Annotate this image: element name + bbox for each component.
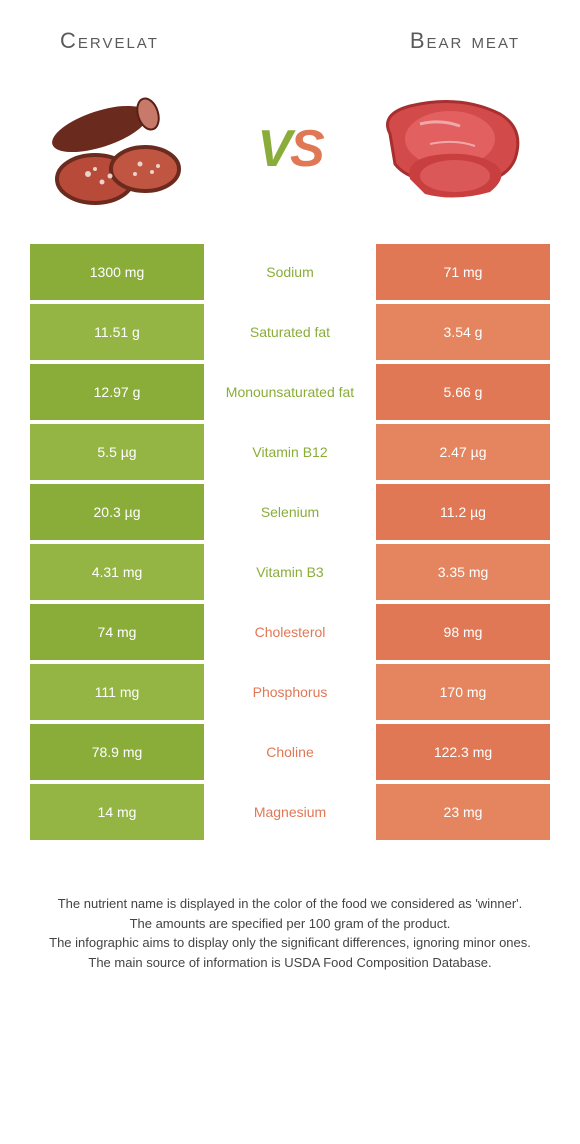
cell-right-value: 5.66 g xyxy=(376,364,550,420)
table-row: 4.31 mgVitamin B33.35 mg xyxy=(30,544,550,600)
table-row: 78.9 mgCholine122.3 mg xyxy=(30,724,550,780)
footer-line: The infographic aims to display only the… xyxy=(30,933,550,953)
title-left: Cervelat xyxy=(60,28,159,54)
cell-nutrient-name: Magnesium xyxy=(204,784,376,840)
cervelat-image xyxy=(40,84,220,214)
nutrient-table: 1300 mgSodium71 mg11.51 gSaturated fat3.… xyxy=(30,244,550,840)
cell-right-value: 11.2 µg xyxy=(376,484,550,540)
cell-left-value: 78.9 mg xyxy=(30,724,204,780)
cell-nutrient-name: Vitamin B3 xyxy=(204,544,376,600)
cell-left-value: 5.5 µg xyxy=(30,424,204,480)
footer-line: The nutrient name is displayed in the co… xyxy=(30,894,550,914)
table-row: 12.97 gMonounsaturated fat5.66 g xyxy=(30,364,550,420)
cell-right-value: 170 mg xyxy=(376,664,550,720)
cell-left-value: 111 mg xyxy=(30,664,204,720)
cell-right-value: 3.35 mg xyxy=(376,544,550,600)
footer-line: The main source of information is USDA F… xyxy=(30,953,550,973)
cell-right-value: 3.54 g xyxy=(376,304,550,360)
cell-nutrient-name: Vitamin B12 xyxy=(204,424,376,480)
cell-right-value: 2.47 µg xyxy=(376,424,550,480)
table-row: 5.5 µgVitamin B122.47 µg xyxy=(30,424,550,480)
cell-left-value: 20.3 µg xyxy=(30,484,204,540)
table-row: 20.3 µgSelenium11.2 µg xyxy=(30,484,550,540)
footer-notes: The nutrient name is displayed in the co… xyxy=(0,844,580,992)
cell-nutrient-name: Sodium xyxy=(204,244,376,300)
cell-right-value: 122.3 mg xyxy=(376,724,550,780)
table-row: 111 mgPhosphorus170 mg xyxy=(30,664,550,720)
header: Cervelat Bear meat xyxy=(0,0,580,64)
table-row: 11.51 gSaturated fat3.54 g xyxy=(30,304,550,360)
cell-nutrient-name: Saturated fat xyxy=(204,304,376,360)
table-row: 14 mgMagnesium23 mg xyxy=(30,784,550,840)
vs-badge: VS xyxy=(257,119,322,179)
cell-left-value: 4.31 mg xyxy=(30,544,204,600)
footer-line: The amounts are specified per 100 gram o… xyxy=(30,914,550,934)
bear-meat-image xyxy=(360,84,540,214)
table-row: 74 mgCholesterol98 mg xyxy=(30,604,550,660)
vs-v: V xyxy=(257,120,290,178)
cell-left-value: 14 mg xyxy=(30,784,204,840)
cell-left-value: 11.51 g xyxy=(30,304,204,360)
cell-nutrient-name: Cholesterol xyxy=(204,604,376,660)
cell-right-value: 23 mg xyxy=(376,784,550,840)
vs-s: S xyxy=(290,120,323,178)
title-right: Bear meat xyxy=(410,28,520,54)
cell-right-value: 98 mg xyxy=(376,604,550,660)
cell-left-value: 1300 mg xyxy=(30,244,204,300)
cell-nutrient-name: Monounsaturated fat xyxy=(204,364,376,420)
table-row: 1300 mgSodium71 mg xyxy=(30,244,550,300)
cell-nutrient-name: Choline xyxy=(204,724,376,780)
cell-right-value: 71 mg xyxy=(376,244,550,300)
cell-left-value: 12.97 g xyxy=(30,364,204,420)
cell-nutrient-name: Phosphorus xyxy=(204,664,376,720)
cell-left-value: 74 mg xyxy=(30,604,204,660)
cell-nutrient-name: Selenium xyxy=(204,484,376,540)
images-row: VS xyxy=(0,64,580,244)
